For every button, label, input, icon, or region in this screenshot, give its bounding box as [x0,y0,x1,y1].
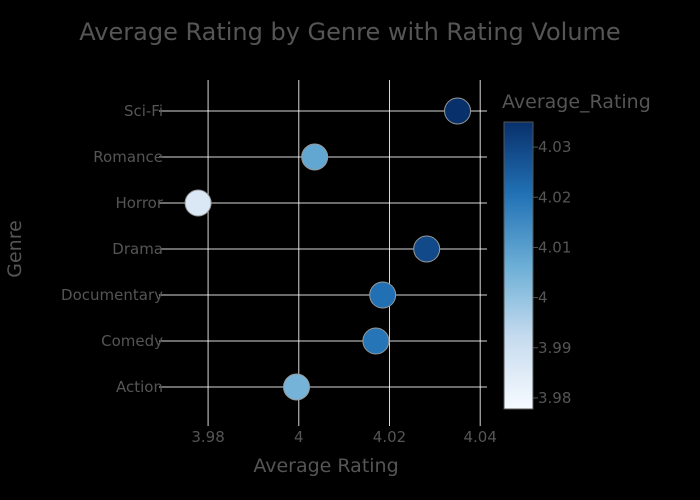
colorbar-tick-label: 4 [538,289,548,307]
point-comedy[interactable] [362,327,390,355]
point-romance[interactable] [301,143,329,171]
y-tick-label-horror: Horror [115,194,163,212]
y-tick-label-documentary: Documentary [61,286,163,304]
y-tick-label-action: Action [116,378,163,396]
y-tick-label-comedy: Comedy [101,332,163,350]
x-tick-label: 4.04 [463,428,496,446]
point-sci-fi[interactable] [444,97,472,125]
colorbar-tick-label: 3.99 [538,339,571,357]
point-action[interactable] [283,373,311,401]
grid-layer [165,80,487,420]
colorbar-ticks: 3.98 3.99 4 4.01 4.02 4.03 [533,138,571,407]
point-drama[interactable] [413,235,441,263]
colorbar-tick-label: 3.98 [538,389,571,407]
y-tick-label-drama: Drama [112,240,163,258]
colorbar-title: Average_Rating [502,91,651,113]
point-documentary[interactable] [369,281,397,309]
y-axis-title: Genre [4,220,26,278]
y-tick-label-sci-fi: Sci-Fi [124,102,163,120]
x-axis-title: Average Rating [253,455,398,477]
colorbar [503,121,534,410]
colorbar-tick-label: 4.01 [538,238,571,256]
points-layer [184,97,472,401]
x-axis-ticks: 3.98 4 4.02 4.04 [191,420,497,446]
y-tick-label-romance: Romance [93,148,163,166]
colorbar-tick-label: 4.03 [538,138,571,156]
colorbar-tick-label: 4.02 [538,188,571,206]
point-horror[interactable] [184,189,212,217]
x-tick-label: 4.02 [373,428,406,446]
x-tick-label: 4 [294,428,304,446]
chart-title: Average Rating by Genre with Rating Volu… [79,18,620,46]
y-axis-ticks: Action Comedy Documentary Drama Horror Romanc… [61,102,165,396]
x-tick-label: 3.98 [191,428,224,446]
